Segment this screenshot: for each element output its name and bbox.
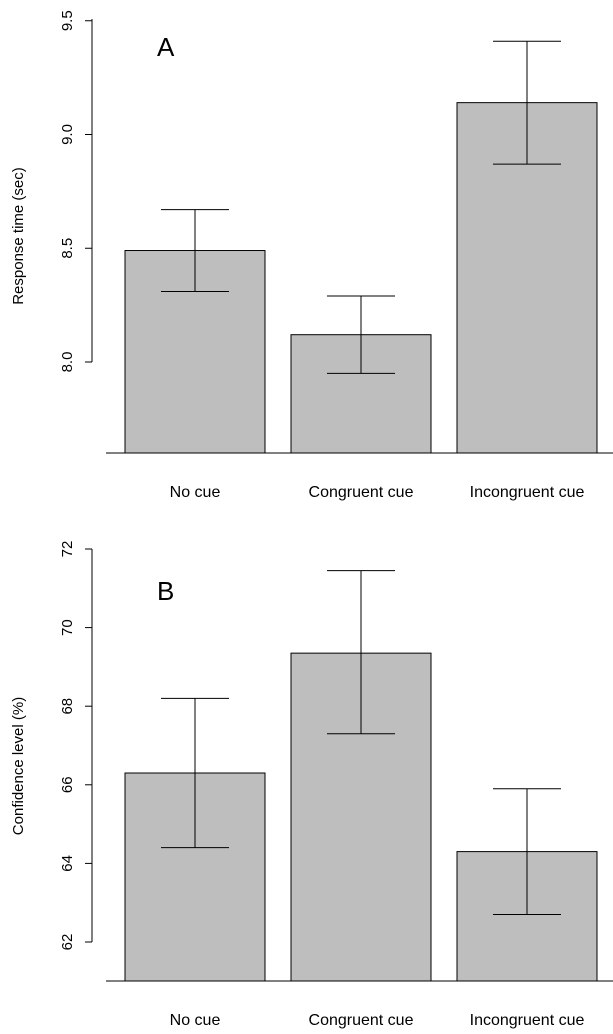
y-tick-label: 66: [59, 776, 76, 793]
category-label: No cue: [170, 484, 221, 501]
y-axis-label: Confidence level (%): [10, 697, 27, 835]
error-bars: [161, 40, 561, 374]
category-labels: No cue Congruent cue Incongruent cue: [170, 1012, 585, 1029]
y-tick-label: 70: [59, 619, 76, 636]
panel-a: Response time (sec) A 8.0 8.5 9.0 9.5 No cu…: [10, 10, 613, 501]
y-tick-label: 9.0: [59, 124, 76, 145]
panel-letter: B: [157, 576, 174, 606]
y-axis-label: Response time (sec): [10, 167, 27, 305]
y-ticks: 62 64 66 68 70 72: [59, 541, 92, 951]
y-ticks: 8.0 8.5 9.0 9.5: [59, 10, 92, 372]
category-label: No cue: [170, 1012, 221, 1029]
y-tick-label: 9.5: [59, 10, 76, 31]
category-labels: No cue Congruent cue Incongruent cue: [170, 484, 585, 501]
y-tick-label: 64: [59, 855, 76, 872]
y-tick-label: 8.0: [59, 352, 76, 373]
category-label: Incongruent cue: [470, 484, 585, 501]
category-label: Congruent cue: [309, 1012, 414, 1029]
y-tick-label: 8.5: [59, 238, 76, 259]
category-label: Congruent cue: [309, 484, 414, 501]
category-label: Incongruent cue: [470, 1012, 585, 1029]
error-bars: [161, 570, 561, 915]
bars: [124, 102, 598, 454]
panel-letter: A: [157, 32, 175, 62]
y-tick-label: 62: [59, 934, 76, 951]
panel-b: Confidence level (%) B 62 64 66 68 70 72 No c…: [10, 541, 613, 1029]
y-tick-label: 68: [59, 698, 76, 715]
y-tick-label: 72: [59, 541, 76, 558]
